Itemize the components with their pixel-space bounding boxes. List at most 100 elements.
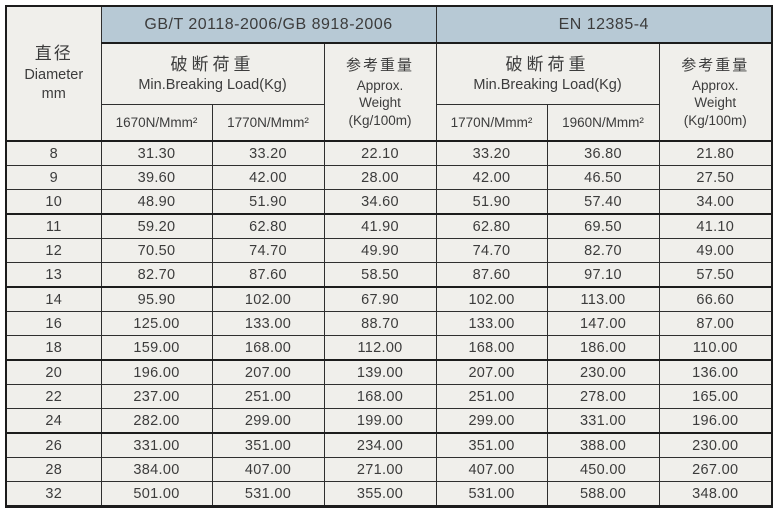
diameter-cell: 12 xyxy=(5,238,102,263)
diameter-column-header: 直径 Diameter mm xyxy=(5,5,102,142)
value-cell: 196.00 xyxy=(100,359,213,385)
value-cell: 237.00 xyxy=(100,384,213,409)
value-cell: 66.60 xyxy=(658,286,773,312)
value-cell: 41.90 xyxy=(323,213,437,239)
diameter-cell: 26 xyxy=(5,432,102,458)
value-cell: 234.00 xyxy=(323,432,437,458)
value-cell: 199.00 xyxy=(323,408,437,434)
table-row: 12 70.50 74.70 49.90 74.70 82.70 49.00 xyxy=(5,238,773,263)
diameter-cell: 18 xyxy=(5,335,102,361)
subheader-row: 破断荷重 Min.Breaking Load(Kg) 参考重量 Approx. … xyxy=(6,42,773,142)
value-cell: 36.80 xyxy=(546,140,660,166)
diameter-cell: 16 xyxy=(5,311,102,336)
value-cell: 251.00 xyxy=(435,384,548,409)
value-cell: 62.80 xyxy=(435,213,548,239)
value-cell: 87.00 xyxy=(658,311,773,336)
value-cell: 207.00 xyxy=(435,359,548,385)
value-cell: 67.90 xyxy=(323,286,437,312)
en-weight-label-en2: Weight xyxy=(694,95,737,111)
table-row: 8 31.30 33.20 22.10 33.20 36.80 21.80 xyxy=(5,140,773,166)
en-standard-header: EN 12385-4 xyxy=(435,5,773,44)
value-cell: 501.00 xyxy=(100,481,213,507)
standards-header-row: 直径 Diameter mm GB/T 20118-2006/GB 8918-2… xyxy=(5,5,773,142)
value-cell: 31.30 xyxy=(100,140,213,166)
gb-weight-label-zh: 参考重量 xyxy=(346,56,415,74)
value-cell: 95.90 xyxy=(100,286,213,312)
page: 直径 Diameter mm GB/T 20118-2006/GB 8918-2… xyxy=(5,5,773,508)
gb-standard-header: GB/T 20118-2006/GB 8918-2006 xyxy=(100,5,437,44)
value-cell: 46.50 xyxy=(546,165,660,190)
wire-rope-spec-table: 直径 Diameter mm GB/T 20118-2006/GB 8918-2… xyxy=(5,5,773,508)
diameter-cell: 8 xyxy=(5,140,102,166)
value-cell: 299.00 xyxy=(211,408,325,434)
value-cell: 384.00 xyxy=(100,457,213,482)
value-cell: 139.00 xyxy=(323,359,437,385)
diameter-cell: 32 xyxy=(5,481,102,507)
value-cell: 27.50 xyxy=(658,165,773,190)
value-cell: 112.00 xyxy=(323,335,437,361)
value-cell: 74.70 xyxy=(435,238,548,263)
value-cell: 57.50 xyxy=(658,262,773,288)
value-cell: 299.00 xyxy=(435,408,548,434)
value-cell: 388.00 xyxy=(546,432,660,458)
value-cell: 28.00 xyxy=(323,165,437,190)
gb-weight-label-en2: Weight xyxy=(359,95,401,111)
en-weight-label-zh: 参考重量 xyxy=(681,56,750,74)
value-cell: 407.00 xyxy=(435,457,548,482)
value-cell: 41.10 xyxy=(658,213,773,239)
diameter-cell: 24 xyxy=(5,408,102,434)
value-cell: 271.00 xyxy=(323,457,437,482)
en-weight-label-en1: Approx. xyxy=(691,77,739,93)
gb-breaking-load-label-zh: 破断荷重 xyxy=(170,55,255,75)
diameter-unit: mm xyxy=(41,86,66,103)
gb-grade-1770-header: 1770N/Mmm² xyxy=(211,103,325,142)
value-cell: 133.00 xyxy=(211,311,325,336)
value-cell: 348.00 xyxy=(658,481,773,507)
value-cell: 39.60 xyxy=(100,165,213,190)
value-cell: 133.00 xyxy=(435,311,548,336)
value-cell: 102.00 xyxy=(211,286,325,312)
value-cell: 282.00 xyxy=(100,408,213,434)
value-cell: 168.00 xyxy=(323,384,437,409)
value-cell: 267.00 xyxy=(658,457,773,482)
diameter-cell: 14 xyxy=(5,286,102,312)
value-cell: 351.00 xyxy=(211,432,325,458)
value-cell: 57.40 xyxy=(546,189,660,215)
value-cell: 165.00 xyxy=(658,384,773,409)
value-cell: 102.00 xyxy=(435,286,548,312)
table-row: 22 237.00 251.00 168.00 251.00 278.00 165.00 xyxy=(5,384,773,409)
value-cell: 51.90 xyxy=(435,189,548,215)
table-row: 32 501.00 531.00 355.00 531.00 588.00 348.00 xyxy=(5,481,773,507)
grade-header-row: 1670N/Mmm² 1770N/Mmm² 1770N/Mmm² 1960N/M… xyxy=(6,103,772,142)
value-cell: 251.00 xyxy=(211,384,325,409)
value-cell: 531.00 xyxy=(211,481,325,507)
value-cell: 87.60 xyxy=(435,262,548,288)
value-cell: 58.50 xyxy=(323,262,437,288)
value-cell: 207.00 xyxy=(211,359,325,385)
value-cell: 82.70 xyxy=(100,262,213,288)
value-cell: 42.00 xyxy=(211,165,325,190)
table-row: 13 82.70 87.60 58.50 87.60 97.10 57.50 xyxy=(5,262,773,288)
value-cell: 351.00 xyxy=(435,432,548,458)
en-weight-header: 参考重量 Approx. Weight (Kg/100m) xyxy=(658,42,773,142)
value-cell: 331.00 xyxy=(546,408,660,434)
value-cell: 33.20 xyxy=(435,140,548,166)
value-cell: 34.00 xyxy=(658,189,773,215)
value-cell: 88.70 xyxy=(323,311,437,336)
table-row: 20 196.00 207.00 139.00 207.00 230.00 136.00 xyxy=(5,359,773,385)
value-cell: 331.00 xyxy=(100,432,213,458)
value-cell: 82.70 xyxy=(546,238,660,263)
value-cell: 34.60 xyxy=(323,189,437,215)
table-row: 24 282.00 299.00 199.00 299.00 331.00 196.00 xyxy=(5,408,773,434)
value-cell: 125.00 xyxy=(100,311,213,336)
value-cell: 230.00 xyxy=(658,432,773,458)
value-cell: 136.00 xyxy=(658,359,773,385)
value-cell: 70.50 xyxy=(100,238,213,263)
diameter-cell: 28 xyxy=(5,457,102,482)
value-cell: 168.00 xyxy=(435,335,548,361)
gb-weight-header: 参考重量 Approx. Weight (Kg/100m) xyxy=(323,42,437,142)
diameter-label-en: Diameter xyxy=(24,66,84,83)
value-cell: 48.90 xyxy=(100,189,213,215)
diameter-cell: 11 xyxy=(5,213,102,239)
diameter-label-zh: 直径 xyxy=(34,44,73,64)
